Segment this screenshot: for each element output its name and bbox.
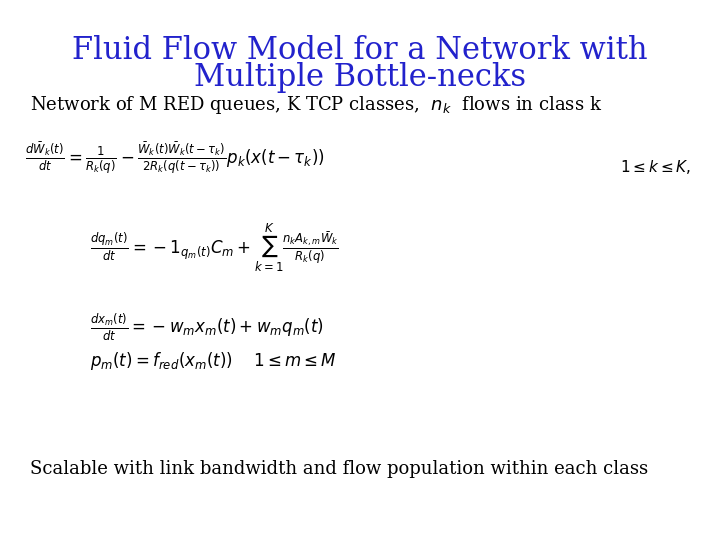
Text: $p_m(t) = f_{red}(x_m(t))$    $1 \leq m \leq M$: $p_m(t) = f_{red}(x_m(t))$ $1 \leq m \le… — [90, 350, 337, 372]
Text: $\frac{d\bar{W}_k(t)}{dt} = \frac{1}{R_k(q)} - \frac{\bar{W}_k(t)\bar{W}_k(t-\ta: $\frac{d\bar{W}_k(t)}{dt} = \frac{1}{R_k… — [25, 140, 325, 176]
Text: Multiple Bottle-necks: Multiple Bottle-necks — [194, 62, 526, 93]
Text: Fluid Flow Model for a Network with: Fluid Flow Model for a Network with — [72, 35, 648, 66]
Text: $1 \leq k \leq K,$: $1 \leq k \leq K,$ — [620, 158, 691, 176]
Text: Scalable with link bandwidth and flow population within each class: Scalable with link bandwidth and flow po… — [30, 460, 648, 478]
Text: $\frac{dx_m(t)}{dt} = -w_m x_m(t) + w_m q_m(t)$: $\frac{dx_m(t)}{dt} = -w_m x_m(t) + w_m … — [90, 312, 324, 343]
Text: $\frac{dq_m(t)}{dt} = -1_{q_m(t)}C_m + \sum_{k=1}^{K} \frac{n_k A_{k,m} \bar{W}_: $\frac{dq_m(t)}{dt} = -1_{q_m(t)}C_m + \… — [90, 222, 338, 274]
Text: Network of M RED queues, K TCP classes,  $n_k$  flows in class k: Network of M RED queues, K TCP classes, … — [30, 94, 602, 116]
